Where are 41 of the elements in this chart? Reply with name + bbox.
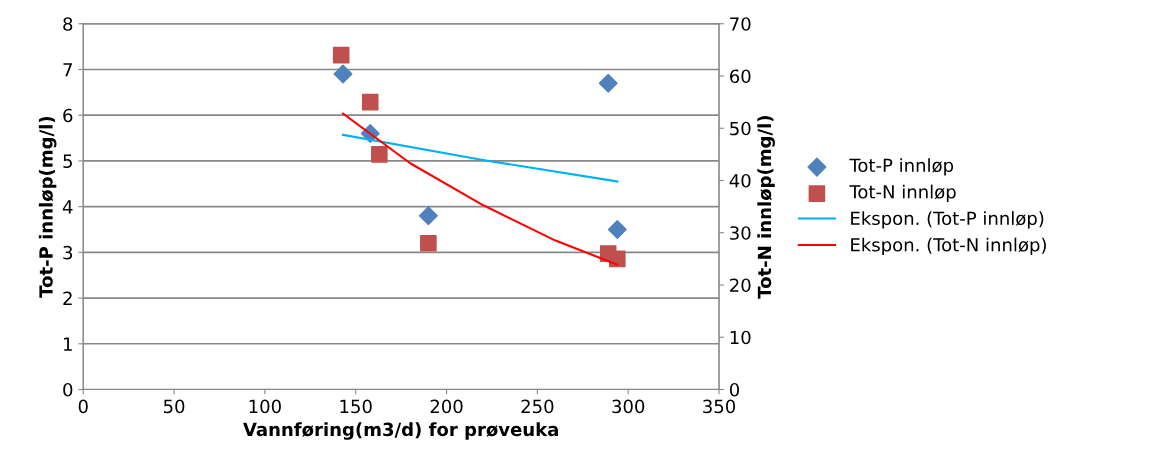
x-axis-title: Vannføring(m3/d) for prøveuka: [243, 422, 558, 440]
point: [609, 250, 626, 268]
y-axis-title: Tot-P innløp(mg/l): [38, 116, 57, 298]
y-tick-label: 8: [63, 17, 73, 31]
point: [420, 234, 437, 252]
y2-tick-label: 0: [729, 382, 740, 397]
x-tick-label: 50: [163, 399, 185, 414]
x-tick-label: 0: [78, 399, 88, 414]
point: [418, 206, 438, 226]
legend-label: Tot-P innløp: [849, 158, 954, 176]
x-tick-label: 150: [340, 399, 372, 414]
y-tick-label: 2: [63, 291, 72, 305]
y2-tick-label: 30: [730, 226, 751, 240]
point: [333, 64, 353, 84]
point: [607, 220, 627, 239]
legend-label: Tot-N innløp: [849, 184, 956, 203]
y-tick-label: 4: [62, 200, 73, 214]
y2-tick-label: 60: [730, 69, 751, 84]
y2-tick-label: 50: [730, 121, 751, 136]
point: [598, 73, 618, 93]
y-tick-label: 0: [63, 382, 73, 397]
point: [361, 93, 379, 111]
x-tick-label: 200: [430, 399, 463, 414]
y2-tick-label: 40: [729, 173, 751, 188]
legend-label: Ekspon. (Tot-P innløp): [851, 211, 1044, 229]
y2-axis-title: Tot-N innløp(mg/l): [757, 116, 775, 299]
y-tick-label: 6: [63, 108, 73, 123]
y-tick-label: 1: [64, 337, 72, 351]
x-tick-label: 300: [612, 399, 645, 414]
point: [371, 146, 388, 163]
x-tick-label: 250: [521, 399, 554, 414]
y2-tick-label: 70: [730, 17, 751, 31]
legend-label: Ekspon. (Tot-N innløp): [851, 237, 1046, 256]
y-tick-label: 3: [63, 245, 73, 260]
y-tick-label: 5: [63, 154, 72, 169]
x-tick-label: 350: [703, 399, 736, 414]
y2-tick-label: 20: [730, 278, 751, 293]
y-tick-label: 7: [63, 63, 72, 77]
point: [332, 46, 350, 64]
y2-tick-label: 10: [730, 330, 751, 345]
x-tick-label: 100: [249, 399, 281, 414]
